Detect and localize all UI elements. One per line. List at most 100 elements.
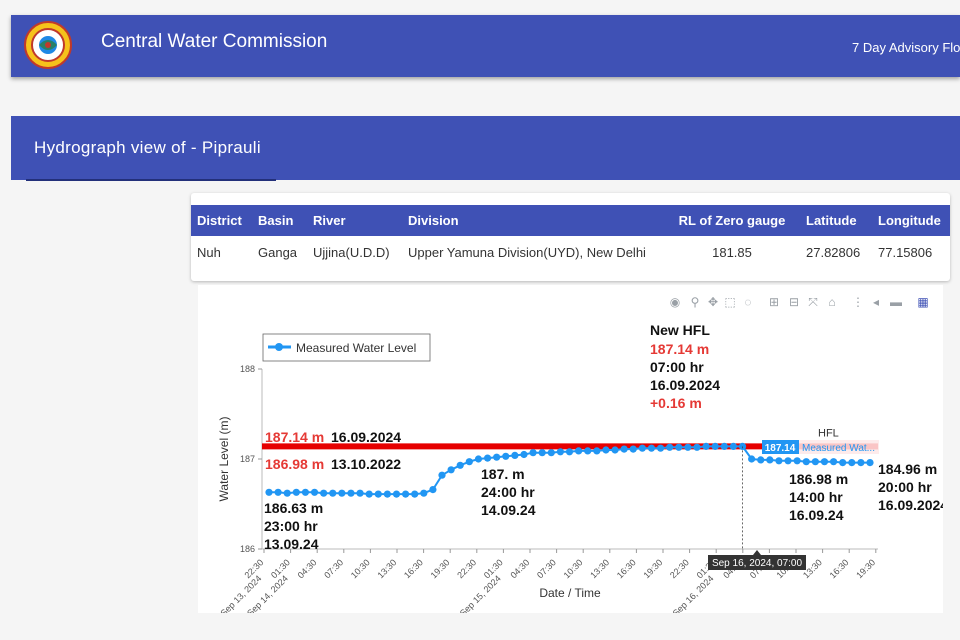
data-point[interactable] — [365, 490, 373, 498]
data-point[interactable] — [775, 457, 783, 465]
data-point[interactable] — [684, 443, 692, 451]
data-point[interactable] — [310, 488, 319, 496]
data-point[interactable] — [656, 444, 665, 452]
data-point[interactable] — [784, 457, 792, 465]
start-date-label: 13.09.24 — [264, 536, 319, 552]
legend-label[interactable]: Measured Water Level — [296, 341, 416, 355]
data-point[interactable] — [584, 447, 592, 455]
data-point[interactable] — [556, 448, 564, 456]
data-point[interactable] — [711, 442, 719, 450]
data-point[interactable] — [638, 444, 646, 452]
data-point[interactable] — [274, 488, 282, 496]
app-header: Central Water Commission 7 Day Advisory … — [11, 15, 960, 77]
zoom-out-icon[interactable]: ⊟ — [788, 295, 800, 309]
data-point[interactable] — [629, 445, 637, 453]
data-point[interactable] — [392, 490, 401, 498]
data-point[interactable] — [848, 459, 856, 467]
start-value-label: 186.63 m — [264, 500, 323, 516]
data-point[interactable] — [839, 459, 847, 467]
plotly-logo-icon[interactable]: ▦ — [917, 295, 929, 309]
cwc-emblem-icon[interactable] — [24, 21, 72, 69]
data-point[interactable] — [265, 488, 273, 496]
spike-lines-icon[interactable]: ⋮ — [852, 295, 864, 309]
data-point[interactable] — [538, 449, 546, 457]
x-date-label: Sep 15, 2024 — [458, 573, 503, 613]
data-point[interactable] — [675, 443, 683, 451]
data-point[interactable] — [757, 456, 765, 464]
data-point[interactable] — [729, 442, 738, 450]
data-point[interactable] — [529, 449, 537, 457]
reset-axes-icon[interactable]: ⌂ — [828, 295, 836, 309]
data-point[interactable] — [338, 489, 346, 497]
app-title: Central Water Commission — [101, 31, 328, 52]
data-point[interactable] — [611, 446, 619, 454]
data-point[interactable] — [456, 461, 464, 469]
data-point[interactable] — [766, 456, 774, 464]
data-point[interactable] — [301, 488, 310, 496]
data-point[interactable] — [702, 442, 710, 450]
data-point[interactable] — [401, 490, 410, 498]
data-point[interactable] — [283, 489, 291, 497]
data-point[interactable] — [511, 451, 519, 459]
zoom-in-icon[interactable]: ⊞ — [768, 295, 780, 309]
data-point[interactable] — [647, 444, 656, 452]
camera-icon[interactable]: ◉ — [669, 295, 681, 309]
data-point[interactable] — [866, 459, 874, 467]
data-point[interactable] — [829, 458, 838, 466]
box-select-icon[interactable]: ⬚ — [724, 295, 736, 309]
hfl-label: HFL — [818, 427, 839, 439]
data-point[interactable] — [483, 454, 492, 462]
autoscale-icon[interactable]: ⤧ — [808, 295, 818, 309]
mid-date-label: 14.09.24 — [481, 502, 536, 518]
data-point[interactable] — [420, 489, 428, 497]
data-point[interactable] — [374, 490, 382, 498]
data-point[interactable] — [857, 459, 865, 467]
x-tick-label: 10:30 — [349, 557, 372, 580]
lasso-select-icon[interactable]: ◌ — [744, 295, 752, 309]
data-point[interactable] — [602, 446, 610, 454]
data-point[interactable] — [575, 447, 583, 455]
zoom-icon[interactable]: ⚲ — [690, 295, 700, 309]
data-point[interactable] — [620, 445, 628, 453]
col-district: District — [191, 205, 252, 236]
end-time-label: 20:00 hr — [878, 479, 932, 495]
old-hfl-value-label: 186.98 m — [265, 456, 324, 472]
data-point[interactable] — [802, 458, 810, 466]
data-point[interactable] — [411, 490, 419, 498]
data-point[interactable] — [693, 443, 701, 451]
advisory-link[interactable]: 7 Day Advisory Floo — [852, 40, 960, 55]
page-header: Hydrograph view of - Piprauli — [11, 116, 960, 181]
data-point[interactable] — [329, 489, 337, 497]
data-point[interactable] — [565, 448, 574, 456]
data-point[interactable] — [383, 490, 391, 498]
data-point[interactable] — [502, 452, 510, 460]
data-point[interactable] — [666, 443, 674, 451]
data-point[interactable] — [811, 458, 819, 466]
after-peak-time-label: 14:00 hr — [789, 489, 843, 505]
data-point[interactable] — [347, 489, 355, 497]
col-river: River — [307, 205, 402, 236]
table-row: Nuh Ganga Ujjina(U.D.D) Upper Yamuna Div… — [191, 236, 950, 268]
x-tick-label: 04:30 — [296, 557, 319, 580]
data-point[interactable] — [292, 488, 300, 496]
data-point[interactable] — [547, 449, 555, 457]
data-point[interactable] — [356, 489, 364, 497]
data-point[interactable] — [593, 447, 601, 455]
data-point[interactable] — [320, 489, 328, 497]
data-point[interactable] — [793, 457, 801, 465]
hover-compare-icon[interactable]: ▬ — [890, 295, 902, 309]
data-point[interactable] — [820, 458, 829, 466]
data-point[interactable] — [447, 466, 455, 474]
page-title: Hydrograph view of - Piprauli — [34, 138, 261, 157]
data-point[interactable] — [748, 455, 756, 463]
data-point[interactable] — [720, 442, 728, 450]
data-point[interactable] — [438, 471, 446, 479]
data-point[interactable] — [520, 450, 528, 459]
data-point[interactable] — [474, 455, 483, 463]
pan-icon[interactable]: ✥ — [707, 295, 719, 309]
hover-closest-icon[interactable]: ◂ — [872, 295, 880, 309]
data-point[interactable] — [465, 458, 473, 466]
data-point[interactable] — [493, 453, 501, 461]
data-point[interactable] — [429, 486, 437, 494]
